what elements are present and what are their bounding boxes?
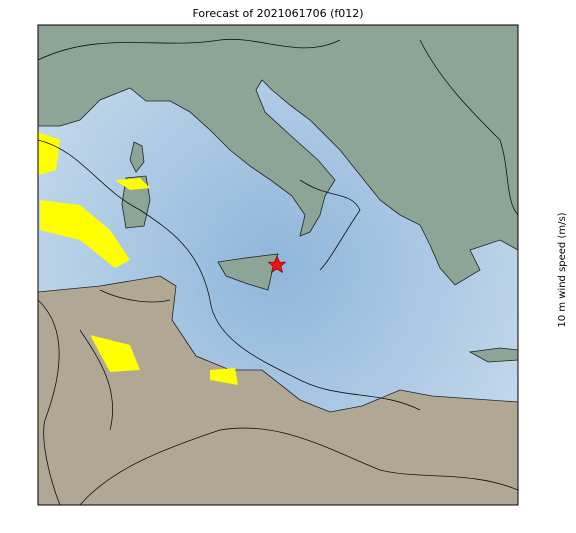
map-frame (37, 24, 519, 506)
map-area (38, 25, 518, 505)
corsica (129, 141, 145, 173)
colorbar-label: 10 m wind speed (m/s) (557, 212, 568, 327)
title: Forecast of 2021061706 (f012) (192, 7, 363, 20)
sicily (217, 253, 279, 291)
isobars (38, 38, 518, 505)
europe-land (38, 25, 518, 286)
crete (468, 347, 518, 363)
africa-land (38, 275, 518, 505)
wind-patch (38, 132, 238, 385)
star-marker (267, 255, 287, 274)
